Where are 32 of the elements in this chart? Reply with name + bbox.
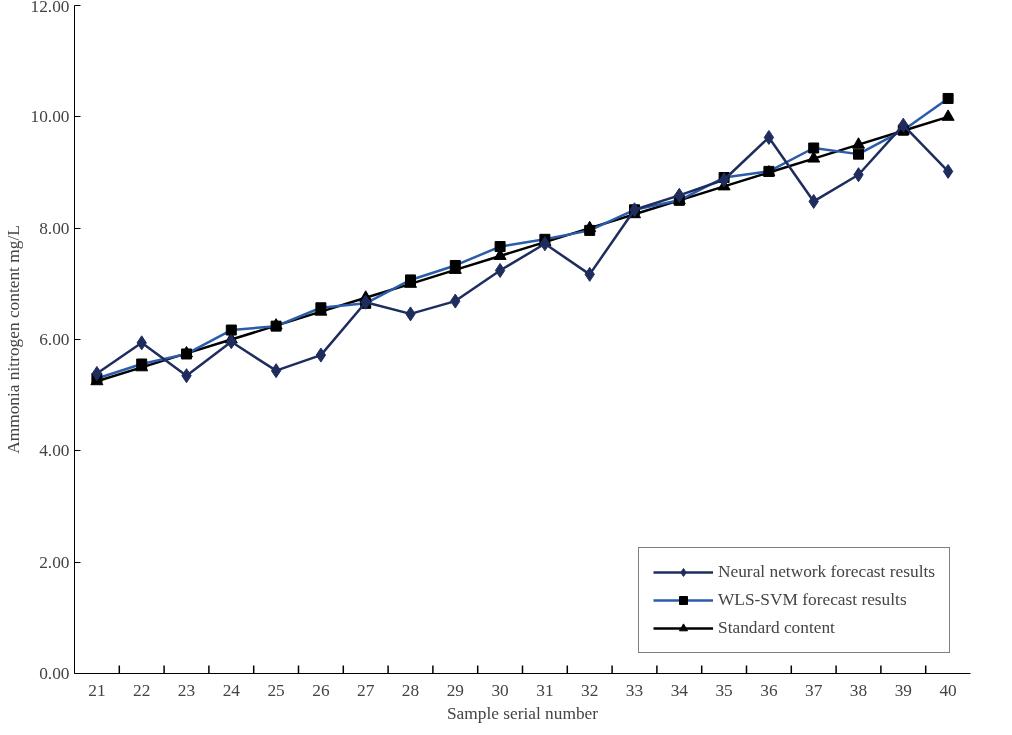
y-axis-title: Ammonia nitrogen content mg/L [3, 225, 23, 454]
x-tick-label: 34 [670, 680, 689, 700]
y-tick-label: 12.00 [30, 0, 70, 16]
y-tick-label: 2.00 [39, 552, 70, 572]
x-tick-label: 30 [491, 680, 509, 700]
x-tick-label: 39 [894, 680, 912, 700]
x-tick-label: 32 [581, 680, 599, 700]
x-tick-label: 26 [312, 680, 330, 700]
x-tick-label: 40 [939, 680, 957, 700]
y-tick-label: 10.00 [30, 107, 70, 127]
x-tick-label: 33 [625, 680, 644, 700]
y-tick-label: 0.00 [39, 664, 70, 683]
x-tick-label: 22 [133, 680, 151, 700]
x-tick-label: 23 [177, 680, 196, 700]
x-tick-label: 37 [805, 680, 823, 700]
y-tick-label: 6.00 [39, 330, 70, 349]
x-tick-label: 27 [357, 680, 375, 700]
x-tick-label: 21 [88, 680, 106, 700]
y-tick-label: 4.00 [39, 441, 70, 461]
x-tick-label: 35 [715, 680, 733, 700]
x-axis-title: Sample serial number [446, 703, 599, 723]
x-tick-label: 29 [446, 680, 464, 700]
x-tick-label: 24 [222, 680, 241, 700]
y-tick-label: 8.00 [39, 218, 70, 238]
x-tick-label: 31 [536, 680, 554, 700]
x-tick-label: 36 [760, 680, 778, 700]
x-tick-label: 38 [849, 680, 868, 700]
x-tick-label: 28 [401, 680, 420, 700]
x-tick-label: 25 [267, 680, 285, 700]
legend-label: WLS-SVM forecast results [718, 590, 907, 610]
legend-label: Neural network forecast results [718, 562, 935, 582]
legend-label: Standard content [718, 618, 835, 638]
